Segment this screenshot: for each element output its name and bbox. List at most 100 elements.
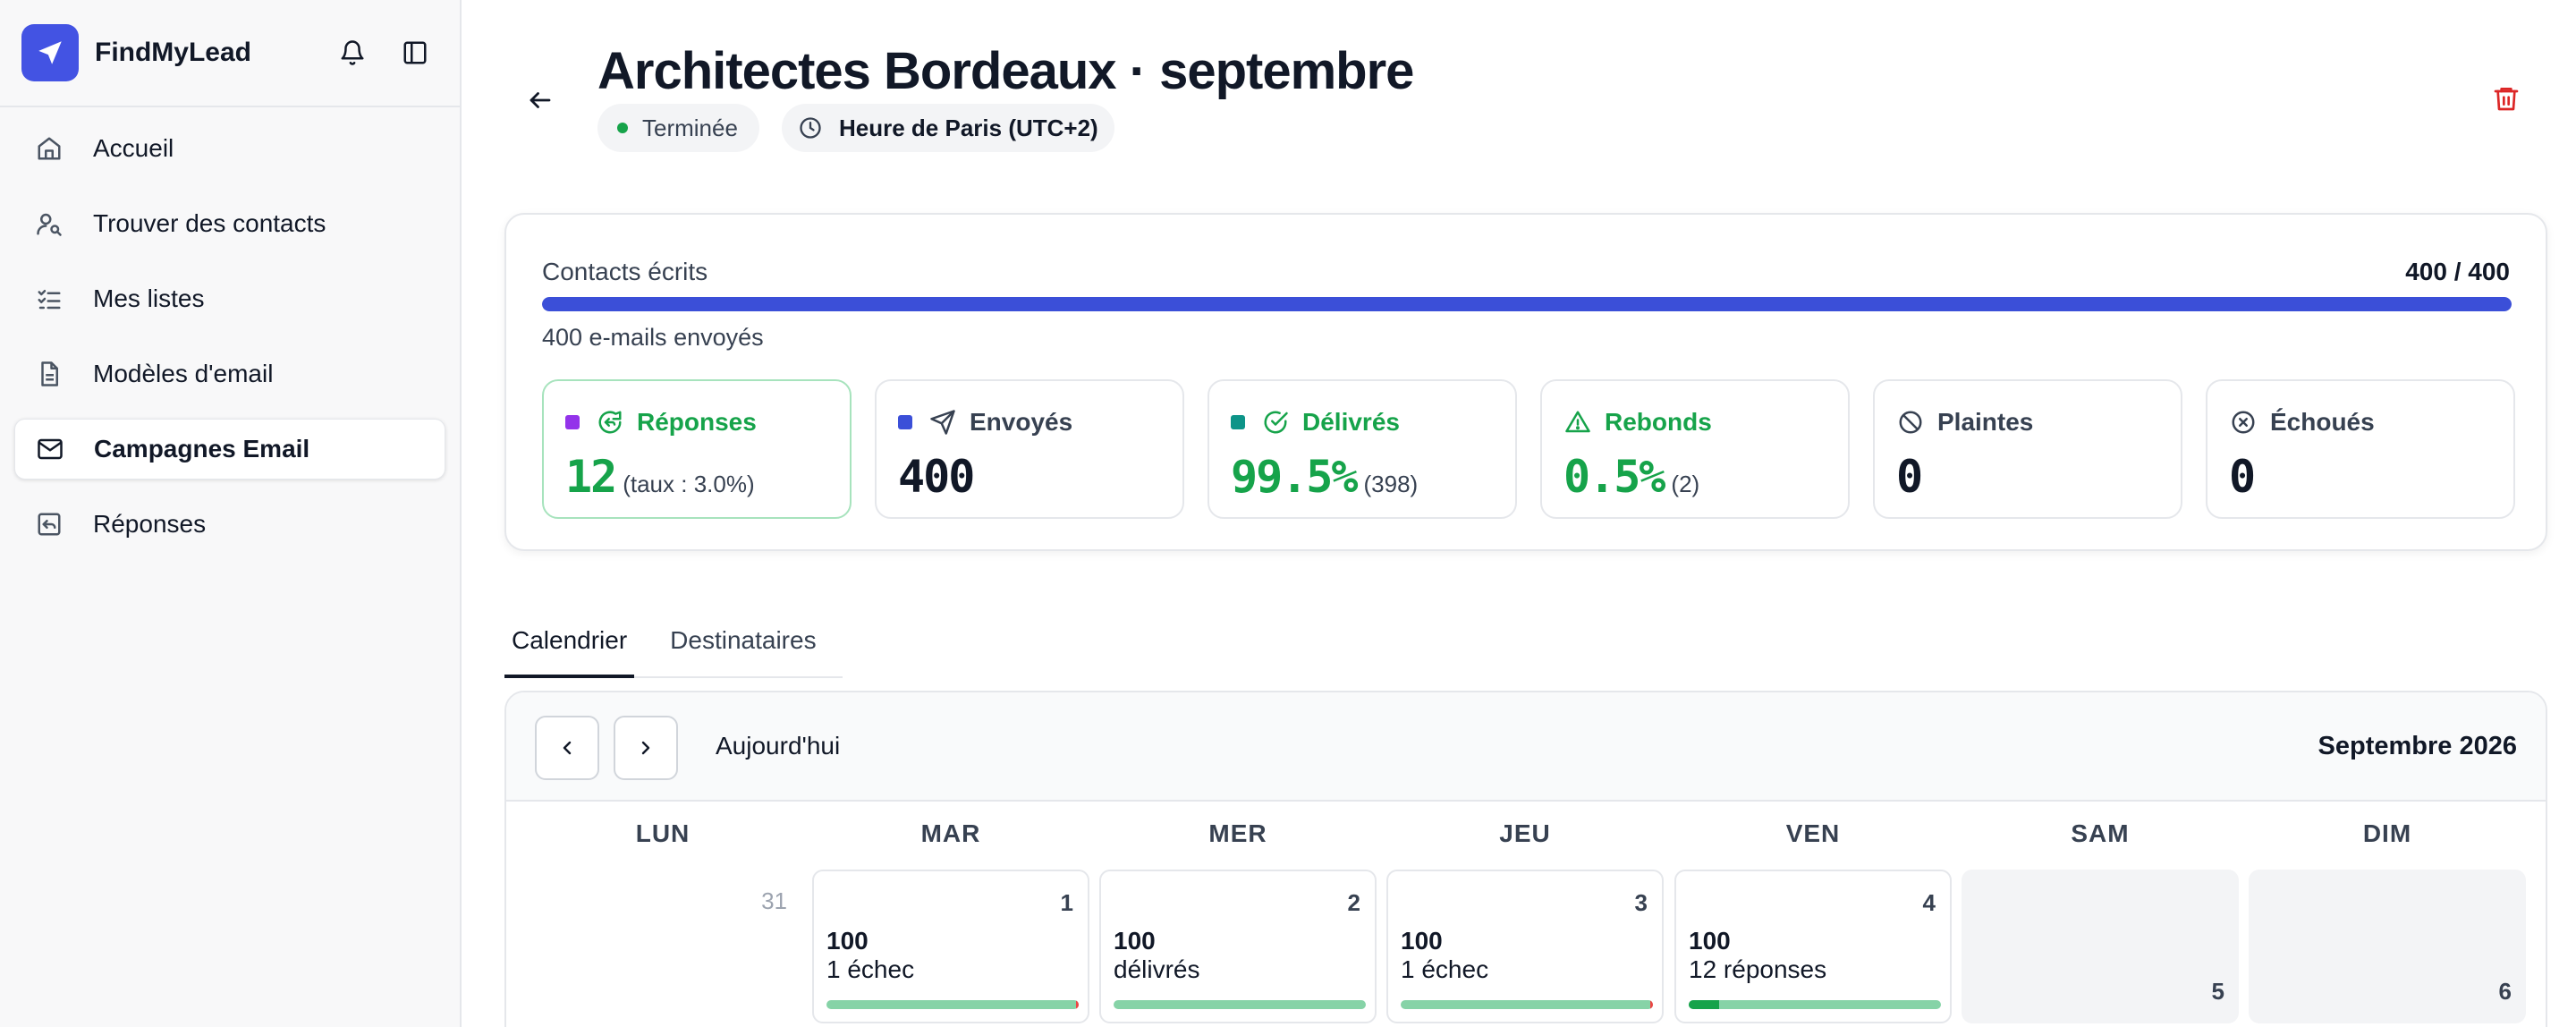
weekday-label: MER: [1208, 819, 1267, 847]
sidebar-item-mes-listes[interactable]: Mes listes: [14, 268, 445, 329]
user-search-icon: [34, 208, 64, 239]
sidebar-toggle-icon[interactable]: [399, 37, 431, 69]
next-month-button[interactable]: [614, 716, 678, 780]
sidebar-item-reponses[interactable]: Réponses: [14, 494, 445, 555]
bar-segment-ok: [826, 1000, 1076, 1009]
check-circle-icon: [1261, 408, 1290, 437]
tab-calendrier[interactable]: Calendrier: [504, 619, 635, 678]
today-button[interactable]: Aujourd'hui: [716, 732, 841, 760]
sidebar-item-accueil[interactable]: Accueil: [14, 118, 445, 179]
day-progress-bar: [826, 1000, 1079, 1009]
day-note: 1 échec: [1401, 955, 1489, 983]
home-icon: [34, 133, 64, 164]
brand-name: FindMyLead: [95, 38, 252, 67]
bar-segment-fail: [1076, 1000, 1079, 1009]
metric-value: 12: [565, 451, 617, 503]
metric-title: Envoyés: [970, 408, 1073, 436]
day-number: 1: [1060, 889, 1073, 916]
sidebar-item-label: Réponses: [93, 510, 207, 538]
metric-value: 0: [1896, 451, 1923, 503]
progress-bar: [542, 297, 2512, 311]
calendar-day[interactable]: 2 100 délivrés: [1099, 870, 1377, 1023]
reply-inbox-icon: [34, 509, 64, 539]
status-dot-icon: [617, 123, 628, 133]
day-count: 100: [826, 927, 869, 955]
progress-count: 400 / 400: [2405, 258, 2510, 285]
day-number: 31: [761, 887, 787, 914]
metric-plaintes[interactable]: Plaintes 0: [1873, 379, 2182, 519]
calendar-day[interactable]: 1 100 1 échec: [812, 870, 1089, 1023]
page-title: Architectes Bordeaux · septembre: [597, 42, 1414, 100]
day-progress-bar: [1401, 1000, 1653, 1009]
metric-reponses[interactable]: Réponses 12 (taux : 3.0%): [542, 379, 852, 519]
timezone-label: Heure de Paris (UTC+2): [839, 114, 1098, 141]
series-square-icon: [1231, 415, 1245, 429]
weekday-label: VEN: [1785, 819, 1841, 847]
metric-value: 0: [2229, 451, 2256, 503]
metric-value: 400: [898, 451, 975, 503]
weekday-label: MAR: [920, 819, 981, 847]
progress-label: Contacts écrits: [542, 258, 708, 285]
status-badge: Terminée: [597, 104, 759, 152]
sidebar-nav: Accueil Trouver des contacts Mes listes …: [0, 107, 460, 555]
mail-icon: [35, 434, 65, 464]
month-label: Septembre 2026: [2318, 732, 2517, 760]
calendar-day[interactable]: 4 100 12 réponses: [1674, 870, 1952, 1023]
day-note: 1 échec: [826, 955, 915, 983]
metric-value: 0.5%: [1563, 451, 1665, 503]
bar-segment-fail: [1650, 1000, 1653, 1009]
chevron-left-icon: [563, 741, 572, 755]
day-note: 12 réponses: [1689, 955, 1827, 983]
list-check-icon: [34, 284, 64, 314]
sidebar-item-label: Campagnes Email: [94, 435, 310, 463]
timezone-badge: Heure de Paris (UTC+2): [782, 104, 1114, 152]
metric-sub: (398): [1363, 471, 1419, 497]
day-number: 2: [1347, 889, 1360, 916]
weekday-label: JEU: [1499, 819, 1551, 847]
day-number: 5: [2211, 978, 2224, 1005]
metric-sub: (2): [1671, 471, 1700, 497]
send-icon: [928, 408, 957, 437]
sidebar-item-campagnes-email[interactable]: Campagnes Email: [14, 419, 445, 480]
message-reply-icon: [596, 408, 624, 437]
clock-icon: [798, 115, 823, 140]
calendar: Aujourd'hui Septembre 2026 LUN MAR MER J…: [504, 691, 2547, 1027]
calendar-day[interactable]: 3 100 1 échec: [1386, 870, 1664, 1023]
trash-icon[interactable]: [2488, 81, 2524, 116]
sidebar-item-label: Mes listes: [93, 284, 205, 312]
prev-month-button[interactable]: [535, 716, 599, 780]
day-count: 100: [1401, 927, 1443, 955]
calendar-day-weekend: 5: [1962, 870, 2239, 1023]
sidebar-item-label: Modèles d'email: [93, 360, 274, 387]
chevron-right-icon: [641, 741, 650, 755]
metric-delivres[interactable]: Délivrés 99.5% (398): [1208, 379, 1517, 519]
series-square-icon: [898, 415, 912, 429]
metric-title: Rebonds: [1605, 408, 1712, 436]
metric-echoues[interactable]: Échoués 0: [2206, 379, 2515, 519]
sidebar-item-label: Accueil: [93, 134, 174, 162]
warning-triangle-icon: [1563, 408, 1592, 437]
calendar-header: Aujourd'hui Septembre 2026: [506, 692, 2546, 802]
sidebar-item-trouver-contacts[interactable]: Trouver des contacts: [14, 193, 445, 254]
calendar-day-outside: 31: [524, 870, 801, 1023]
document-icon: [34, 359, 64, 389]
sidebar-header: FindMyLead: [0, 0, 460, 107]
sidebar: FindMyLead Accueil Trou: [0, 0, 462, 1027]
metric-title: Réponses: [637, 408, 757, 436]
metric-title: Délivrés: [1302, 408, 1400, 436]
day-note: délivrés: [1114, 955, 1200, 983]
metric-envoyes[interactable]: Envoyés 400: [875, 379, 1184, 519]
day-number: 6: [2498, 978, 2512, 1005]
metric-rebonds[interactable]: Rebonds 0.5% (2): [1540, 379, 1850, 519]
tab-destinataires[interactable]: Destinataires: [670, 626, 817, 654]
day-progress-bar: [1114, 1000, 1366, 1009]
brand-logo-icon[interactable]: [21, 24, 79, 81]
back-arrow-icon[interactable]: [522, 82, 558, 118]
bell-icon[interactable]: [336, 37, 369, 69]
day-progress-bar: [1689, 1000, 1941, 1009]
ban-icon: [1896, 408, 1925, 437]
metric-title: Plaintes: [1937, 408, 2034, 436]
sidebar-item-modeles-email[interactable]: Modèles d'email: [14, 344, 445, 404]
status-label: Terminée: [642, 114, 738, 141]
